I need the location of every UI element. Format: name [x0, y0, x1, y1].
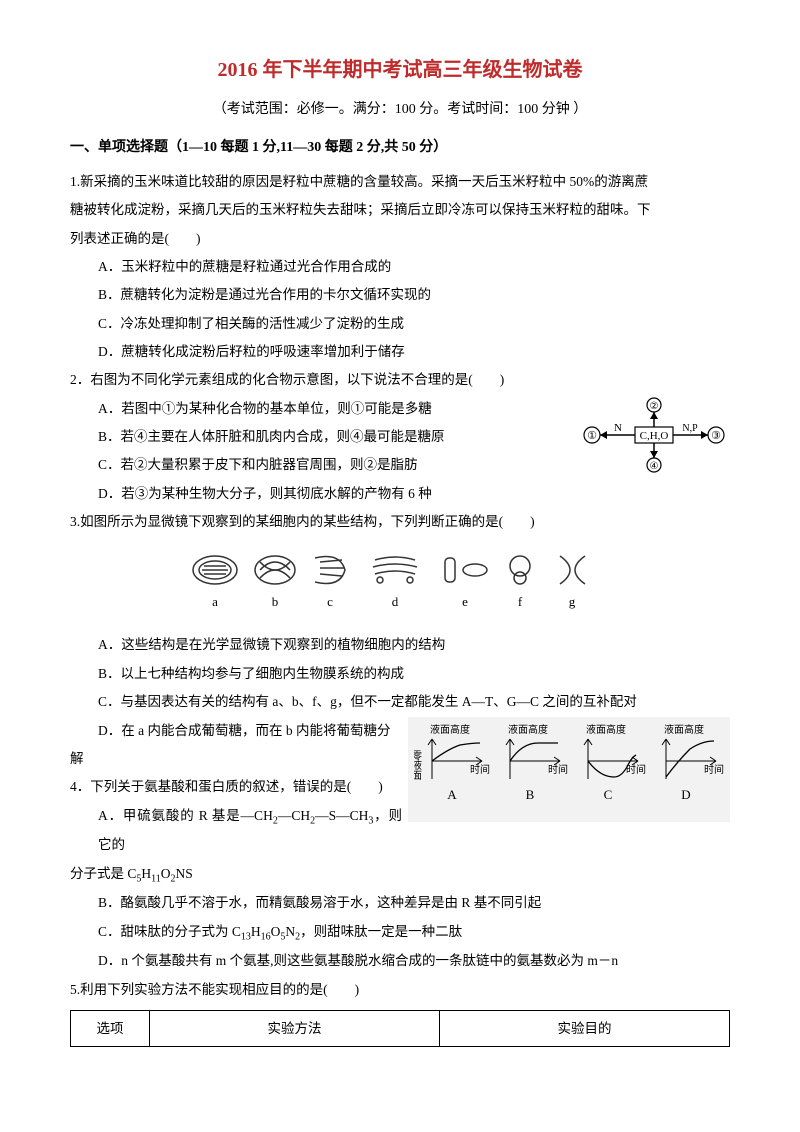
- svg-text:④: ④: [650, 461, 659, 472]
- q2-center-text: C,H,O: [640, 430, 669, 442]
- q5-stem: 5.利用下列实验方法不能实现相应目的的是( ): [70, 976, 730, 1004]
- q2-stem: 2．右图为不同化学元素组成的化合物示意图，以下说法不合理的是( ): [70, 366, 730, 394]
- q1-stem-line2: 糖被转化成淀粉，采摘几天后的玉米籽粒失去甜味；采摘后立即冷冻可以保持玉米籽粒的甜…: [70, 196, 730, 224]
- svg-text:液面高度: 液面高度: [508, 723, 548, 736]
- q3-option-b: B．以上七种结构均参与了细胞内生物膜系统的构成: [70, 660, 730, 688]
- svg-text:时间: 时间: [704, 763, 724, 776]
- svg-text:③: ③: [711, 430, 721, 442]
- svg-text:B: B: [526, 787, 535, 802]
- q5-th-1: 选项: [71, 1010, 150, 1046]
- svg-text:②: ②: [650, 401, 659, 412]
- q1-stem-line1: 1.新采摘的玉米味道比较甜的原因是籽粒中蔗糖的含量较高。采摘一天后玉米籽粒中 5…: [70, 168, 730, 196]
- q4-option-c: C．甜味肽的分子式为 C13H16O5N2，则甜味肽一定是一种二肽: [70, 918, 730, 948]
- svg-text:e: e: [462, 594, 468, 609]
- svg-text:液面高度: 液面高度: [430, 723, 470, 736]
- q3-diagram: a b c d e f g: [70, 540, 730, 629]
- exam-subtitle: （考试范围：必修一。满分：100 分。考试时间：100 分钟 ）: [70, 96, 730, 124]
- q4-option-b: B．酪氨酸几乎不溶于水，而精氨酸易溶于水，这种差异是由 R 基不同引起: [70, 889, 730, 917]
- svg-text:①: ①: [587, 430, 597, 442]
- q4-graphs-panel: 液面高度 零 液 面 时间 A 液面高度: [408, 717, 730, 822]
- svg-text:A: A: [447, 787, 457, 802]
- svg-text:时间: 时间: [626, 763, 646, 776]
- q1-option-c: C．冷冻处理抑制了相关酶的活性减少了淀粉的生成: [70, 310, 730, 338]
- q3-option-c: C．与基因表达有关的结构有 a、b、f、g，但不一定都能发生 A—T、G—C 之…: [70, 688, 730, 716]
- svg-text:时间: 时间: [470, 763, 490, 776]
- svg-text:f: f: [518, 594, 523, 609]
- svg-text:面: 面: [414, 771, 422, 782]
- q3-option-a: A．这些结构是在光学显微镜下观察到的植物细胞内的结构: [70, 631, 730, 659]
- svg-text:b: b: [272, 594, 279, 609]
- q5-th-3: 实验目的: [440, 1010, 730, 1046]
- svg-text:液面高度: 液面高度: [664, 723, 704, 736]
- q3-stem: 3.如图所示为显微镜下观察到的某细胞内的某些结构，下列判断正确的是( ): [70, 508, 730, 536]
- q1-stem-line3: 列表述正确的是( ): [70, 225, 730, 253]
- table-row: 选项 实验方法 实验目的: [71, 1010, 730, 1046]
- q5-th-2: 实验方法: [150, 1010, 440, 1046]
- q4-option-d: D．n 个氨基酸共有 m 个氨基,则这些氨基酸脱水缩合成的一条肽链中的氨基数必为…: [70, 947, 730, 975]
- svg-text:液面高度: 液面高度: [586, 723, 626, 736]
- exam-title: 2016 年下半年期中考试高三年级生物试卷: [70, 50, 730, 90]
- svg-text:D: D: [681, 787, 690, 802]
- svg-text:C: C: [604, 787, 613, 802]
- q2-diagram: C,H,O N ① N,P ③ ② ④: [580, 395, 730, 486]
- q1-option-b: B．蔗糖转化为淀粉是通过光合作用的卡尔文循环实现的: [70, 281, 730, 309]
- svg-text:时间: 时间: [548, 763, 568, 776]
- q1-option-a: A．玉米籽粒中的蔗糖是籽粒通过光合作用合成的: [70, 253, 730, 281]
- svg-text:g: g: [569, 594, 576, 609]
- section-1-header: 一、单项选择题（1—10 每题 1 分,11—30 每题 2 分,共 50 分）: [70, 134, 730, 162]
- svg-text:c: c: [327, 594, 333, 609]
- svg-text:N: N: [614, 422, 622, 434]
- svg-text:N,P: N,P: [682, 423, 698, 434]
- q1-option-d: D．蔗糖转化成淀粉后籽粒的呼吸速率增加利于储存: [70, 338, 730, 366]
- svg-text:a: a: [212, 594, 218, 609]
- page-container: 2016 年下半年期中考试高三年级生物试卷 （考试范围：必修一。满分：100 分…: [0, 0, 800, 1067]
- svg-text:d: d: [392, 594, 399, 609]
- q5-table: 选项 实验方法 实验目的: [70, 1010, 730, 1047]
- q4-option-a-line2: 分子式是 C5H11O2NS: [70, 860, 730, 890]
